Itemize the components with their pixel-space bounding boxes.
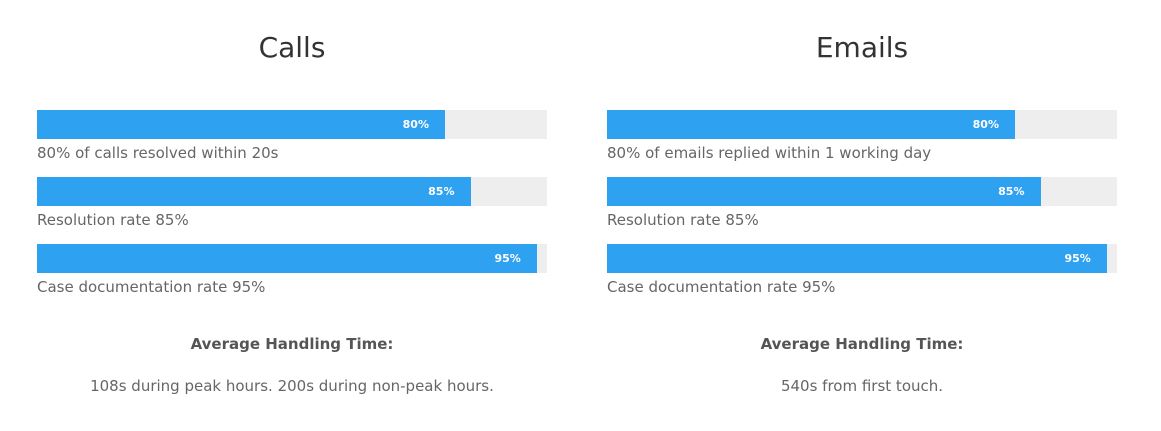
panel-title: Calls: [258, 31, 326, 64]
metric-label: Case documentation rate 95%: [607, 278, 836, 296]
metric-emails-resolution-rate: 85% Resolution rate 85%: [607, 177, 1117, 230]
progress-percent: 95%: [494, 252, 521, 265]
progress-percent: 80%: [972, 118, 999, 131]
progress-fill: 95%: [37, 244, 537, 273]
metric-calls-documentation-rate: 95% Case documentation rate 95%: [37, 244, 547, 297]
metric-label: Resolution rate 85%: [607, 211, 759, 229]
calls-panel: Calls 80% 80% of calls resolved within 2…: [37, 0, 547, 431]
progress-percent: 95%: [1064, 252, 1091, 265]
progress-percent: 80%: [402, 118, 429, 131]
metric-label: 80% of emails replied within 1 working d…: [607, 144, 932, 162]
metric-calls-resolved: 80% 80% of calls resolved within 20s: [37, 110, 547, 163]
progress-percent: 85%: [998, 185, 1025, 198]
progress-bar: 85%: [37, 177, 547, 206]
emails-panel: Emails 80% 80% of emails replied within …: [607, 0, 1117, 431]
aht-heading: Average Handling Time:: [760, 335, 964, 353]
aht-heading: Average Handling Time:: [190, 335, 394, 353]
progress-fill: 85%: [37, 177, 471, 206]
progress-bar: 80%: [607, 110, 1117, 139]
metric-label: 80% of calls resolved within 20s: [37, 144, 279, 162]
progress-fill: 80%: [37, 110, 445, 139]
progress-bar: 85%: [607, 177, 1117, 206]
progress-fill: 85%: [607, 177, 1041, 206]
progress-percent: 85%: [428, 185, 455, 198]
metric-emails-documentation-rate: 95% Case documentation rate 95%: [607, 244, 1117, 297]
metric-calls-resolution-rate: 85% Resolution rate 85%: [37, 177, 547, 230]
aht-description: 540s from first touch.: [780, 377, 944, 395]
progress-bar: 95%: [607, 244, 1117, 273]
progress-bar: 95%: [37, 244, 547, 273]
metric-emails-replied: 80% 80% of emails replied within 1 worki…: [607, 110, 1117, 163]
panel-title: Emails: [815, 31, 909, 64]
progress-bar: 80%: [37, 110, 547, 139]
aht-description: 108s during peak hours. 200s during non-…: [90, 377, 494, 395]
metric-label: Case documentation rate 95%: [37, 278, 266, 296]
progress-fill: 80%: [607, 110, 1015, 139]
progress-fill: 95%: [607, 244, 1107, 273]
metric-label: Resolution rate 85%: [37, 211, 189, 229]
